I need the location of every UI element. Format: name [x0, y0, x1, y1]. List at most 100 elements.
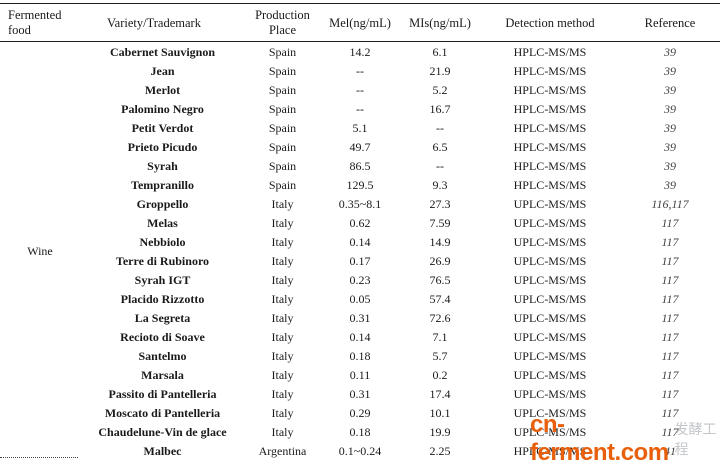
table-row: Terre di Rubinoro Italy 0.17 26.9 UPLC-MS/MS…	[0, 252, 720, 271]
cell-reference: 39	[664, 178, 676, 192]
cell-mel: --	[356, 64, 364, 78]
cell-detection-method: HPLC-MS/MS	[513, 83, 587, 97]
cell-production-place: Italy	[271, 387, 294, 401]
cell-mel: 0.18	[349, 349, 371, 363]
table-row: Recioto di Soave Italy 0.14 7.1 UPLC-MS/MS 11…	[0, 328, 720, 347]
cell-mis: 5.2	[432, 83, 448, 97]
cell-mel: 0.29	[349, 406, 371, 420]
cell-production-place: Spain	[268, 178, 297, 192]
cell-variety: Palomino Negro	[121, 102, 204, 116]
cell-mis: 9.3	[432, 178, 448, 192]
cell-mis: 5.7	[432, 349, 448, 363]
cell-mel: 0.31	[349, 311, 371, 325]
cell-production-place: Spain	[268, 64, 297, 78]
cell-reference: 39	[664, 102, 676, 116]
cell-mel: --	[356, 102, 364, 116]
table-row: Petit Verdot Spain 5.1 -- HPLC-MS/MS 39	[0, 119, 720, 138]
cell-variety: Marsala	[141, 368, 184, 382]
table-row: Jean Spain -- 21.9 HPLC-MS/MS 39	[0, 62, 720, 81]
cell-mel: 14.2	[349, 45, 371, 59]
cell-variety: Syrah IGT	[134, 273, 191, 287]
cell-detection-method: UPLC-MS/MS	[513, 273, 587, 287]
cell-variety: Malbec	[143, 444, 182, 458]
table-row: Palomino Negro Spain -- 16.7 HPLC-MS/MS 39	[0, 100, 720, 119]
cell-detection-method: HPLC-MS/MS	[513, 64, 587, 78]
cell-reference: 117	[661, 273, 679, 287]
cell-detection-method: UPLC-MS/MS	[513, 330, 587, 344]
table-row: Prieto Picudo Spain 49.7 6.5 HPLC-MS/MS 39	[0, 138, 720, 157]
cell-mel: 0.05	[349, 292, 371, 306]
cell-mel: 0.62	[349, 216, 371, 230]
cell-mel: 0.23	[349, 273, 371, 287]
cell-mis: 10.1	[429, 406, 451, 420]
cell-detection-method: HPLC-MS/MS	[513, 102, 587, 116]
table-row: Syrah IGT Italy 0.23 76.5 UPLC-MS/MS 117	[0, 271, 720, 290]
cell-mis: 6.5	[432, 140, 448, 154]
cell-mis: 14.9	[429, 235, 451, 249]
cell-detection-method: UPLC-MS/MS	[513, 425, 587, 439]
table-row: Santelmo Italy 0.18 5.7 UPLC-MS/MS 117	[0, 347, 720, 366]
table-row: Placido Rizzotto Italy 0.05 57.4 UPLC-MS/MS 1…	[0, 290, 720, 309]
cell-production-place: Italy	[271, 216, 294, 230]
watermark-logo: cn-ferment.com	[530, 411, 669, 466]
cell-mis: 17.4	[429, 387, 451, 401]
cell-production-place: Italy	[271, 330, 294, 344]
cell-mis: 16.7	[429, 102, 451, 116]
cell-mis: 21.9	[429, 64, 451, 78]
table-row: La Segreta Italy 0.31 72.6 UPLC-MS/MS 117	[0, 309, 720, 328]
cell-detection-method: UPLC-MS/MS	[513, 235, 587, 249]
cell-reference: 117	[661, 368, 679, 382]
cell-reference: 117	[661, 254, 679, 268]
cell-reference: 39	[664, 45, 676, 59]
cell-production-place: Spain	[268, 140, 297, 154]
cell-production-place: Spain	[268, 159, 297, 173]
cell-variety: Petit Verdot	[131, 121, 194, 135]
cell-mel: 86.5	[349, 159, 371, 173]
cell-reference: 117	[661, 235, 679, 249]
cell-variety: Recioto di Soave	[120, 330, 205, 344]
cell-mel: 0.18	[349, 425, 371, 439]
cell-mis: 7.1	[432, 330, 448, 344]
cell-mis: 6.1	[432, 45, 448, 59]
cell-variety: Cabernet Sauvignon	[109, 45, 216, 59]
watermark-subtitle: 发酵工程	[674, 421, 717, 457]
table-row: Nebbiolo Italy 0.14 14.9 UPLC-MS/MS 117	[0, 233, 720, 252]
cell-production-place: Argentina	[258, 444, 307, 458]
table-row: Chaudelune-Vin de glace Italy 0.18 19.9 UPLC…	[0, 423, 720, 442]
cell-reference: 39	[664, 121, 676, 135]
cell-production-place: Italy	[271, 254, 294, 268]
cell-production-place: Spain	[268, 45, 297, 59]
header-fermented-food: Fermented food	[8, 8, 62, 37]
cell-mis: --	[436, 121, 444, 135]
cell-reference: 117	[661, 425, 679, 439]
cell-reference: 39	[664, 140, 676, 154]
cell-mis: 2.25	[429, 444, 451, 458]
cell-mis: 19.9	[429, 425, 451, 439]
cell-variety: Chaudelune-Vin de glace	[98, 425, 227, 439]
cell-reference: 117	[661, 406, 679, 420]
cell-variety: Merlot	[144, 83, 181, 97]
cell-mel: 0.1~0.24	[338, 444, 382, 458]
cell-reference: 41	[664, 444, 676, 458]
cell-production-place: Italy	[271, 311, 294, 325]
cell-detection-method: HPLC-MS/MS	[513, 121, 587, 135]
cell-mel: 0.31	[349, 387, 371, 401]
cell-mis: 76.5	[429, 273, 451, 287]
cell-variety: Moscato di Pantelleria	[104, 406, 221, 420]
table-row: Merlot Spain -- 5.2 HPLC-MS/MS 39	[0, 81, 720, 100]
cell-production-place: Spain	[268, 121, 297, 135]
cell-reference: 117	[661, 216, 679, 230]
cell-detection-method: HPLC-MS/MS	[513, 45, 587, 59]
table-row: Cabernet Sauvignon Spain 14.2 6.1 HPLC-MS/MS…	[0, 43, 720, 62]
header-detection-method: Detection method	[505, 15, 595, 30]
cell-detection-method: UPLC-MS/MS	[513, 387, 587, 401]
cell-variety: Placido Rizzotto	[120, 292, 205, 306]
cell-detection-method: HPLC-MS/MS	[513, 444, 587, 458]
cell-detection-method: HPLC-MS/MS	[513, 178, 587, 192]
cell-mel: --	[356, 83, 364, 97]
cell-production-place: Italy	[271, 197, 294, 211]
cell-mel: 129.5	[346, 178, 374, 192]
cell-detection-method: UPLC-MS/MS	[513, 368, 587, 382]
cell-reference: 117	[661, 292, 679, 306]
table-row: Tempranillo Spain 129.5 9.3 HPLC-MS/MS 39	[0, 176, 720, 195]
